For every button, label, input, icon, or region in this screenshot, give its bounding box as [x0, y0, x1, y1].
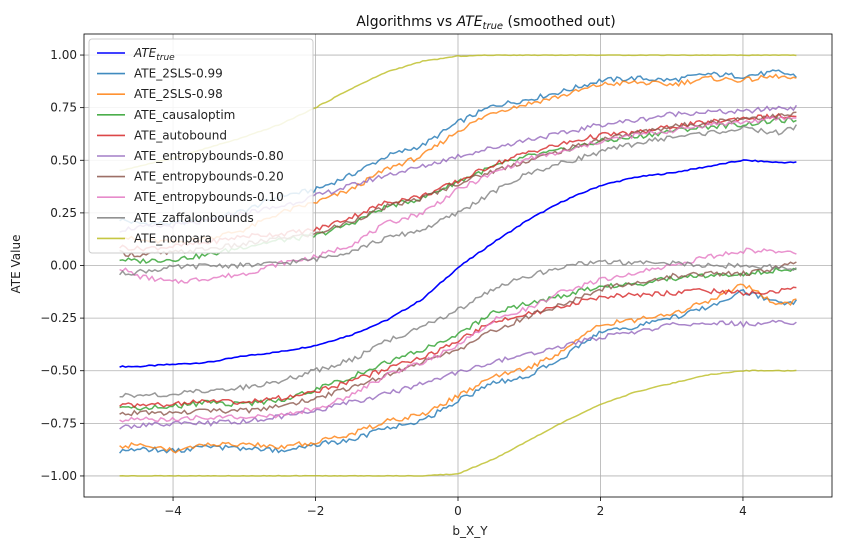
legend-entry: ATE_zaffalonbounds [134, 211, 254, 225]
legend-entry: ATE_2SLS-0.98 [134, 87, 223, 101]
title-math-sub: true [483, 21, 504, 32]
x-tick-label: 4 [739, 504, 747, 518]
title-suffix: (smoothed out) [503, 14, 616, 30]
y-tick-label: −0.50 [40, 364, 77, 378]
y-tick-label: −0.25 [40, 311, 77, 325]
y-axis-label: ATE Value [9, 235, 23, 294]
x-tick-label: 2 [597, 504, 605, 518]
ticks: −4 −2 0 2 4 −1.00 −0.75 −0.50 −0.25 0.00 0.25 0.50 0… [40, 48, 747, 518]
chart-title: Algorithms vs ATEtrue (smoothed out) [356, 14, 616, 32]
series-line-ATE_entropybounds-0.20-lower [119, 261, 797, 417]
series-line-ATE_nonpara-lower [119, 369, 797, 477]
x-tick-label: −2 [307, 504, 325, 518]
series-line-ATE_entropybounds-0.80-lower [119, 319, 797, 430]
legend-entry: ATE_entropybounds-0.80 [134, 149, 284, 163]
title-prefix: Algorithms vs [356, 14, 456, 30]
series-line-ATE_autobound-lower [119, 286, 797, 409]
x-axis-label: b_X_Y [452, 524, 488, 538]
y-tick-label: 0.75 [50, 101, 77, 115]
legend-entry: ATE_entropybounds-0.10 [134, 190, 284, 204]
series-line-ATE_zaffalonbounds-lower [119, 259, 797, 399]
y-tick-label: 0.25 [50, 206, 77, 220]
series-line-ATE_2SLS-0.99-lower [119, 289, 798, 454]
series-line-ATE-upper [119, 159, 797, 368]
legend-box [88, 38, 314, 254]
y-tick-label: 1.00 [50, 48, 77, 62]
legend-entry: ATE_2SLS-0.99 [134, 67, 223, 81]
legend-entry: ATEtrue [133, 46, 175, 63]
legend-entry: ATE_entropybounds-0.20 [134, 170, 284, 184]
y-tick-label: 0.00 [50, 259, 77, 273]
legend: ATEtrue ATE_2SLS-0.99 ATE_2SLS-0.98 ATE_cau… [88, 38, 314, 254]
y-tick-label: −0.75 [40, 416, 77, 430]
y-tick-label: −1.00 [40, 469, 77, 483]
series-line-ATE_entropybounds-0.10-upper [119, 115, 797, 285]
title-math: ATE [456, 14, 483, 30]
legend-entry: ATE_autobound [134, 128, 227, 142]
y-tick-label: 0.50 [50, 153, 77, 167]
legend-entry: ATE_causaloptim [134, 108, 235, 122]
series-line-ATE_zaffalonbounds-upper [119, 124, 798, 276]
series-line-ATE_2SLS-0.98-lower [119, 283, 797, 454]
series-line-ATE_entropybounds-0.10-lower [119, 247, 797, 423]
series-layer [119, 54, 798, 477]
x-tick-label: −4 [164, 504, 182, 518]
legend-entry: ATE_nonpara [134, 231, 212, 245]
x-tick-label: 0 [454, 504, 462, 518]
